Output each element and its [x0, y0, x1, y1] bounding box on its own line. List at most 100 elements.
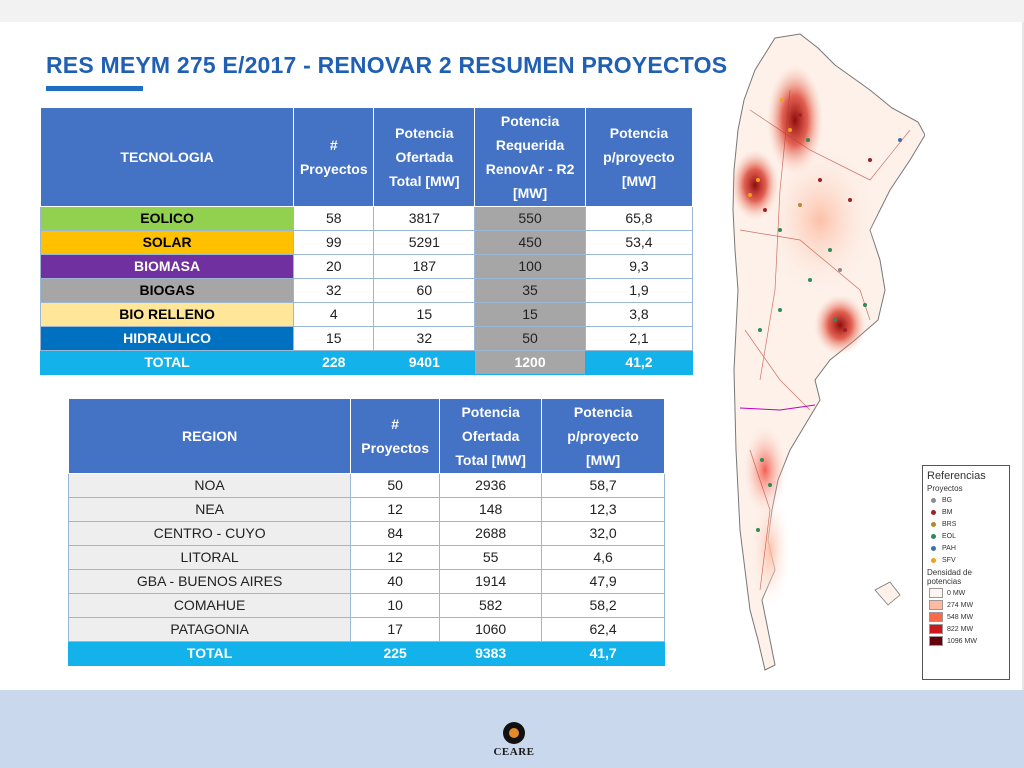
region-cell: 2688	[439, 521, 543, 546]
technology-table-header: TECNOLOGIA # Proyectos Potencia Ofertada Tota…	[39, 107, 694, 207]
region-row: GBA - BUENOS AIRES 40 1914 47,9	[67, 569, 665, 594]
project-dots	[748, 98, 902, 532]
density-hotspot-patagonia	[743, 425, 787, 515]
legend-project-label: EOL	[942, 532, 957, 540]
technology-total-cell: 1200	[474, 350, 586, 375]
legend-project-item: BRS	[927, 518, 1005, 530]
technology-total-label: TOTAL	[39, 350, 295, 375]
legend-project-item: SFV	[927, 554, 1005, 566]
region-cell: 40	[350, 569, 441, 594]
legend-density-item: 822 MW	[927, 623, 1005, 635]
technology-cell: 99	[293, 230, 375, 255]
density-background	[760, 140, 880, 300]
map-legend: Referencias Proyectos BG BM BRS EOL PAH SFV D…	[922, 465, 1010, 680]
technology-row: EOLICO 58 3817 550 65,8	[39, 206, 694, 231]
technology-total-row: TOTAL 228 9401 1200 41,2	[39, 350, 694, 375]
legend-title: Referencias	[927, 470, 986, 482]
legend-dot-icon	[931, 533, 936, 539]
legend-density-label: 548 MW	[947, 613, 974, 621]
region-table: REGION # Proyectos Potencia Ofertada Total [M…	[67, 398, 665, 666]
region-total-cell: 9383	[439, 641, 543, 666]
legend-projects-title: Proyectos	[927, 484, 963, 493]
legend-swatch-icon	[929, 612, 943, 622]
top-band	[0, 0, 1024, 22]
tech-header-4: Potencia p/proyecto [MW]	[584, 107, 694, 207]
region-name: COMAHUE	[67, 593, 352, 618]
malvinas-islands	[874, 581, 901, 606]
region-cell: 84	[350, 521, 441, 546]
legend-swatch-icon	[929, 600, 943, 610]
region-header-3: Potencia p/proyecto [MW]	[541, 398, 665, 474]
region-cell: 55	[439, 545, 543, 570]
region-cell: 32,0	[541, 521, 665, 546]
technology-cell: 15	[474, 302, 586, 327]
technology-table: TECNOLOGIA # Proyectos Potencia Ofertada Tota…	[39, 107, 694, 375]
region-total-label: TOTAL	[67, 641, 352, 666]
legend-project-item: EOL	[927, 530, 1005, 542]
technology-cell: 3817	[373, 206, 476, 231]
technology-cell: 15	[373, 302, 476, 327]
legend-project-label: BG	[942, 496, 953, 504]
region-header-2: Potencia Ofertada Total [MW]	[439, 398, 543, 474]
region-boundary	[739, 404, 816, 411]
region-cell: 12,3	[541, 497, 665, 522]
technology-cell: 50	[474, 326, 586, 351]
legend-dot-icon	[931, 545, 936, 551]
technology-row: BIOGAS 32 60 35 1,9	[39, 278, 694, 303]
technology-total-cell: 228	[293, 350, 375, 375]
region-cell: 17	[350, 617, 441, 642]
technology-row: SOLAR 99 5291 450 53,4	[39, 230, 694, 255]
region-cell: 582	[439, 593, 543, 618]
legend-density-label: 822 MW	[947, 625, 974, 633]
technology-cell: 1,9	[584, 278, 694, 303]
region-total-cell: 225	[350, 641, 441, 666]
ceare-logo: CEARE	[486, 722, 542, 758]
density-background-south	[750, 490, 790, 610]
legend-project-label: PAH	[942, 544, 956, 552]
ceare-logo-emblem	[503, 722, 525, 744]
legend-density-label: 1096 MW	[947, 637, 977, 645]
slide-title: RES MEYM 275 E/2017 - RENOVAR 2 RESUMEN …	[46, 52, 728, 78]
region-cell: 4,6	[541, 545, 665, 570]
technology-cell: 15	[293, 326, 375, 351]
technology-cell: 550	[474, 206, 586, 231]
region-name: LITORAL	[67, 545, 352, 570]
legend-density-title: Densidad de potencias	[927, 568, 972, 586]
technology-cell: 9,3	[584, 254, 694, 279]
technology-cell: 58	[293, 206, 375, 231]
legend-density-item: 1096 MW	[927, 635, 1005, 647]
region-row: CENTRO - CUYO 84 2688 32,0	[67, 521, 665, 546]
region-cell: 2936	[439, 473, 543, 498]
region-cell: 12	[350, 545, 441, 570]
region-name: CENTRO - CUYO	[67, 521, 352, 546]
technology-cell: 20	[293, 254, 375, 279]
legend-swatch-icon	[929, 636, 943, 646]
region-total-row: TOTAL 225 9383 41,7	[67, 641, 665, 666]
legend-swatch-icon	[929, 588, 943, 598]
technology-cell: 100	[474, 254, 586, 279]
legend-swatch-icon	[929, 624, 943, 634]
legend-density-item: 0 MW	[927, 587, 1005, 599]
legend-project-item: BG	[927, 494, 1005, 506]
region-header-1: # Proyectos	[350, 398, 441, 474]
region-cell: 1060	[439, 617, 543, 642]
region-cell: 62,4	[541, 617, 665, 642]
region-name: PATAGONIA	[67, 617, 352, 642]
technology-cell: 4	[293, 302, 375, 327]
legend-dot-icon	[931, 509, 936, 515]
region-cell: 10	[350, 593, 441, 618]
legend-density-list: 0 MW 274 MW 548 MW 822 MW 1096 MW	[927, 587, 1005, 647]
region-row: COMAHUE 10 582 58,2	[67, 593, 665, 618]
legend-dot-icon	[931, 557, 936, 563]
legend-project-label: BM	[942, 508, 953, 516]
argentina-projects-map	[731, 33, 925, 671]
technology-name: SOLAR	[39, 230, 295, 255]
region-cell: 47,9	[541, 569, 665, 594]
legend-density-label: 274 MW	[947, 601, 974, 609]
technology-cell: 32	[293, 278, 375, 303]
technology-name: HIDRAULICO	[39, 326, 295, 351]
region-row: PATAGONIA 17 1060 62,4	[67, 617, 665, 642]
technology-cell: 3,8	[584, 302, 694, 327]
legend-project-item: BM	[927, 506, 1005, 518]
technology-name: BIOMASA	[39, 254, 295, 279]
